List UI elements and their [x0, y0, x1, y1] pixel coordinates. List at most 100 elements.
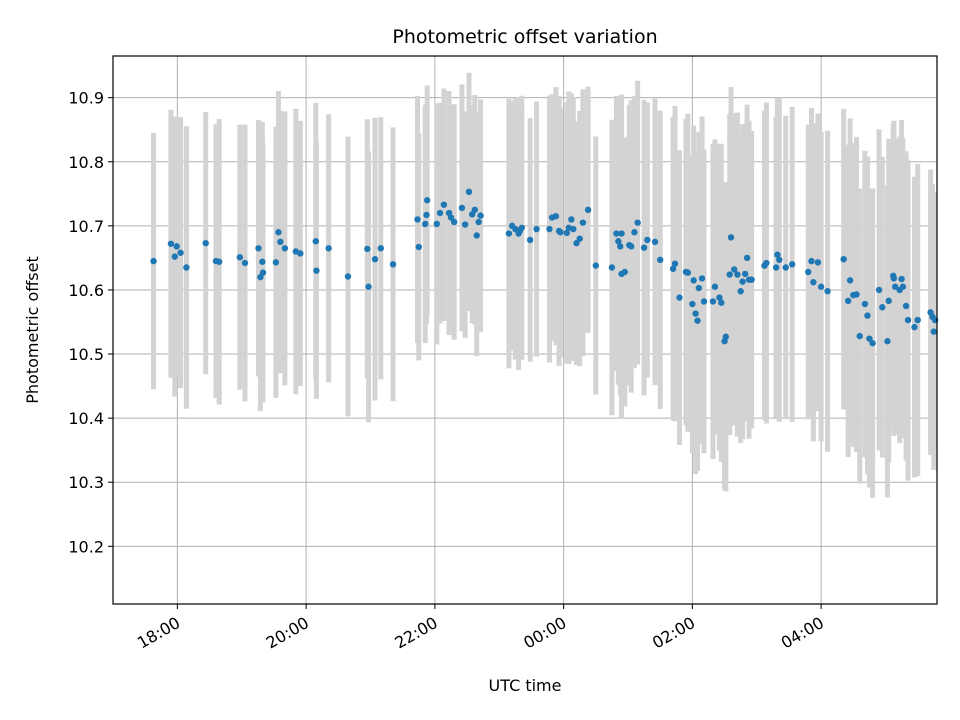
data-point [150, 257, 157, 265]
y-tick-label: 10.5 [68, 345, 104, 364]
data-point [628, 243, 635, 250]
data-point [236, 254, 244, 261]
data-point [846, 277, 854, 284]
data-point [743, 254, 751, 262]
data-point [774, 251, 781, 258]
data-point [526, 236, 534, 244]
data-point [475, 218, 482, 226]
data-point [884, 338, 891, 345]
data-point [898, 275, 905, 283]
data-point [423, 211, 430, 219]
data-point [576, 235, 583, 242]
data-point [447, 214, 455, 221]
data-point [465, 188, 473, 196]
data-point [644, 236, 651, 244]
data-point [389, 261, 397, 268]
data-point [718, 299, 725, 306]
data-point [689, 300, 696, 308]
data-point [840, 255, 847, 263]
data-point [552, 213, 560, 220]
data-point [824, 288, 831, 295]
data-point [930, 328, 937, 335]
data-point [902, 302, 910, 310]
data-point [608, 264, 616, 271]
data-point [313, 267, 320, 274]
y-axis-label: Photometric offset [23, 256, 42, 404]
data-point [808, 257, 815, 265]
data-point [171, 253, 178, 260]
y-tick-label: 10.9 [68, 89, 104, 108]
data-point [695, 284, 703, 292]
data-point [272, 259, 280, 266]
data-point [255, 245, 262, 252]
data-point [866, 335, 873, 342]
data-point [861, 300, 869, 308]
data-point [739, 278, 746, 285]
y-tick-label: 10.7 [68, 217, 104, 236]
data-point [241, 259, 249, 267]
data-point [692, 310, 699, 317]
data-point [856, 332, 863, 340]
data-point [259, 269, 267, 276]
data-point [613, 230, 620, 237]
data-point [722, 333, 730, 340]
data-point [711, 283, 719, 290]
data-point [844, 297, 852, 305]
data-point [570, 225, 577, 233]
data-point [814, 259, 822, 266]
data-point [700, 298, 708, 305]
data-point [788, 261, 796, 268]
y-tick-label: 10.8 [68, 153, 104, 172]
data-point [546, 225, 553, 233]
data-point [676, 294, 683, 301]
data-point [716, 294, 723, 301]
data-point [899, 283, 907, 290]
data-point [617, 243, 624, 250]
data-point [371, 255, 379, 263]
data-point [776, 256, 783, 264]
data-point [763, 259, 770, 267]
data-point [275, 229, 282, 236]
data-point [727, 234, 735, 241]
y-tick-label: 10.3 [68, 473, 104, 492]
data-point [414, 216, 421, 223]
y-tick-label: 10.6 [68, 281, 104, 300]
data-point [684, 269, 692, 276]
data-point [473, 232, 480, 239]
data-point [891, 283, 899, 290]
data-point [694, 317, 701, 324]
data-point [748, 276, 755, 283]
data-point [344, 273, 352, 280]
axes-frame [112, 55, 938, 605]
data-point [563, 229, 571, 237]
data-point [325, 245, 332, 252]
data-point [281, 245, 289, 252]
data-point [364, 245, 371, 253]
data-point [312, 238, 319, 245]
data-point [592, 262, 600, 269]
data-point-layer [150, 188, 939, 347]
data-point [911, 323, 918, 331]
data-point [734, 271, 741, 278]
data-point [477, 212, 484, 219]
data-point [423, 197, 431, 204]
data-point [731, 266, 738, 273]
data-point [640, 244, 648, 251]
data-point [741, 270, 749, 278]
data-point [422, 220, 429, 228]
data-point [621, 268, 628, 276]
data-point [450, 218, 458, 226]
data-point [772, 264, 780, 271]
data-point [579, 219, 587, 226]
data-point [415, 243, 422, 251]
data-point [183, 264, 190, 271]
data-point [533, 225, 540, 233]
chart-title: Photometric offset variation [392, 26, 657, 48]
data-point [436, 209, 444, 217]
data-point [869, 339, 876, 347]
data-point [471, 206, 478, 214]
data-point [518, 224, 525, 231]
x-axis-label: UTC time [489, 676, 562, 695]
data-point [671, 260, 679, 267]
